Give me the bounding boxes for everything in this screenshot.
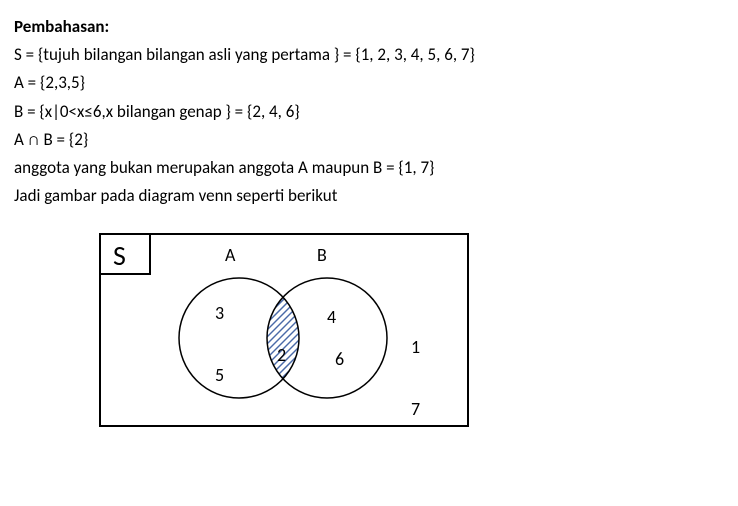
- svg-text:7: 7: [411, 398, 420, 420]
- line-outside: anggota yang bukan merupakan anggota A m…: [14, 154, 724, 181]
- line-final: Jadi gambar pada diagram venn seperti be…: [14, 182, 724, 209]
- svg-text:A: A: [225, 244, 236, 266]
- svg-text:S: S: [113, 238, 126, 273]
- svg-text:2: 2: [277, 344, 286, 366]
- svg-text:6: 6: [335, 348, 344, 370]
- svg-text:1: 1: [411, 336, 420, 358]
- line-a: A = {2,3,5}: [14, 69, 724, 96]
- venn-diagram: S A B 3 5 2 4 6 1 7: [99, 233, 724, 429]
- line-ab: A ∩ B = {2}: [14, 126, 724, 153]
- svg-text:4: 4: [327, 306, 336, 328]
- line-s: S = {tujuh bilangan bilangan asli yang p…: [14, 41, 724, 68]
- svg-text:3: 3: [215, 302, 224, 324]
- line-b: B = {x|0<x≤6,x bilangan genap } = {2, 4,…: [14, 98, 724, 125]
- svg-text:5: 5: [215, 364, 224, 386]
- heading: Pembahasan:: [14, 13, 724, 40]
- svg-text:B: B: [317, 244, 327, 266]
